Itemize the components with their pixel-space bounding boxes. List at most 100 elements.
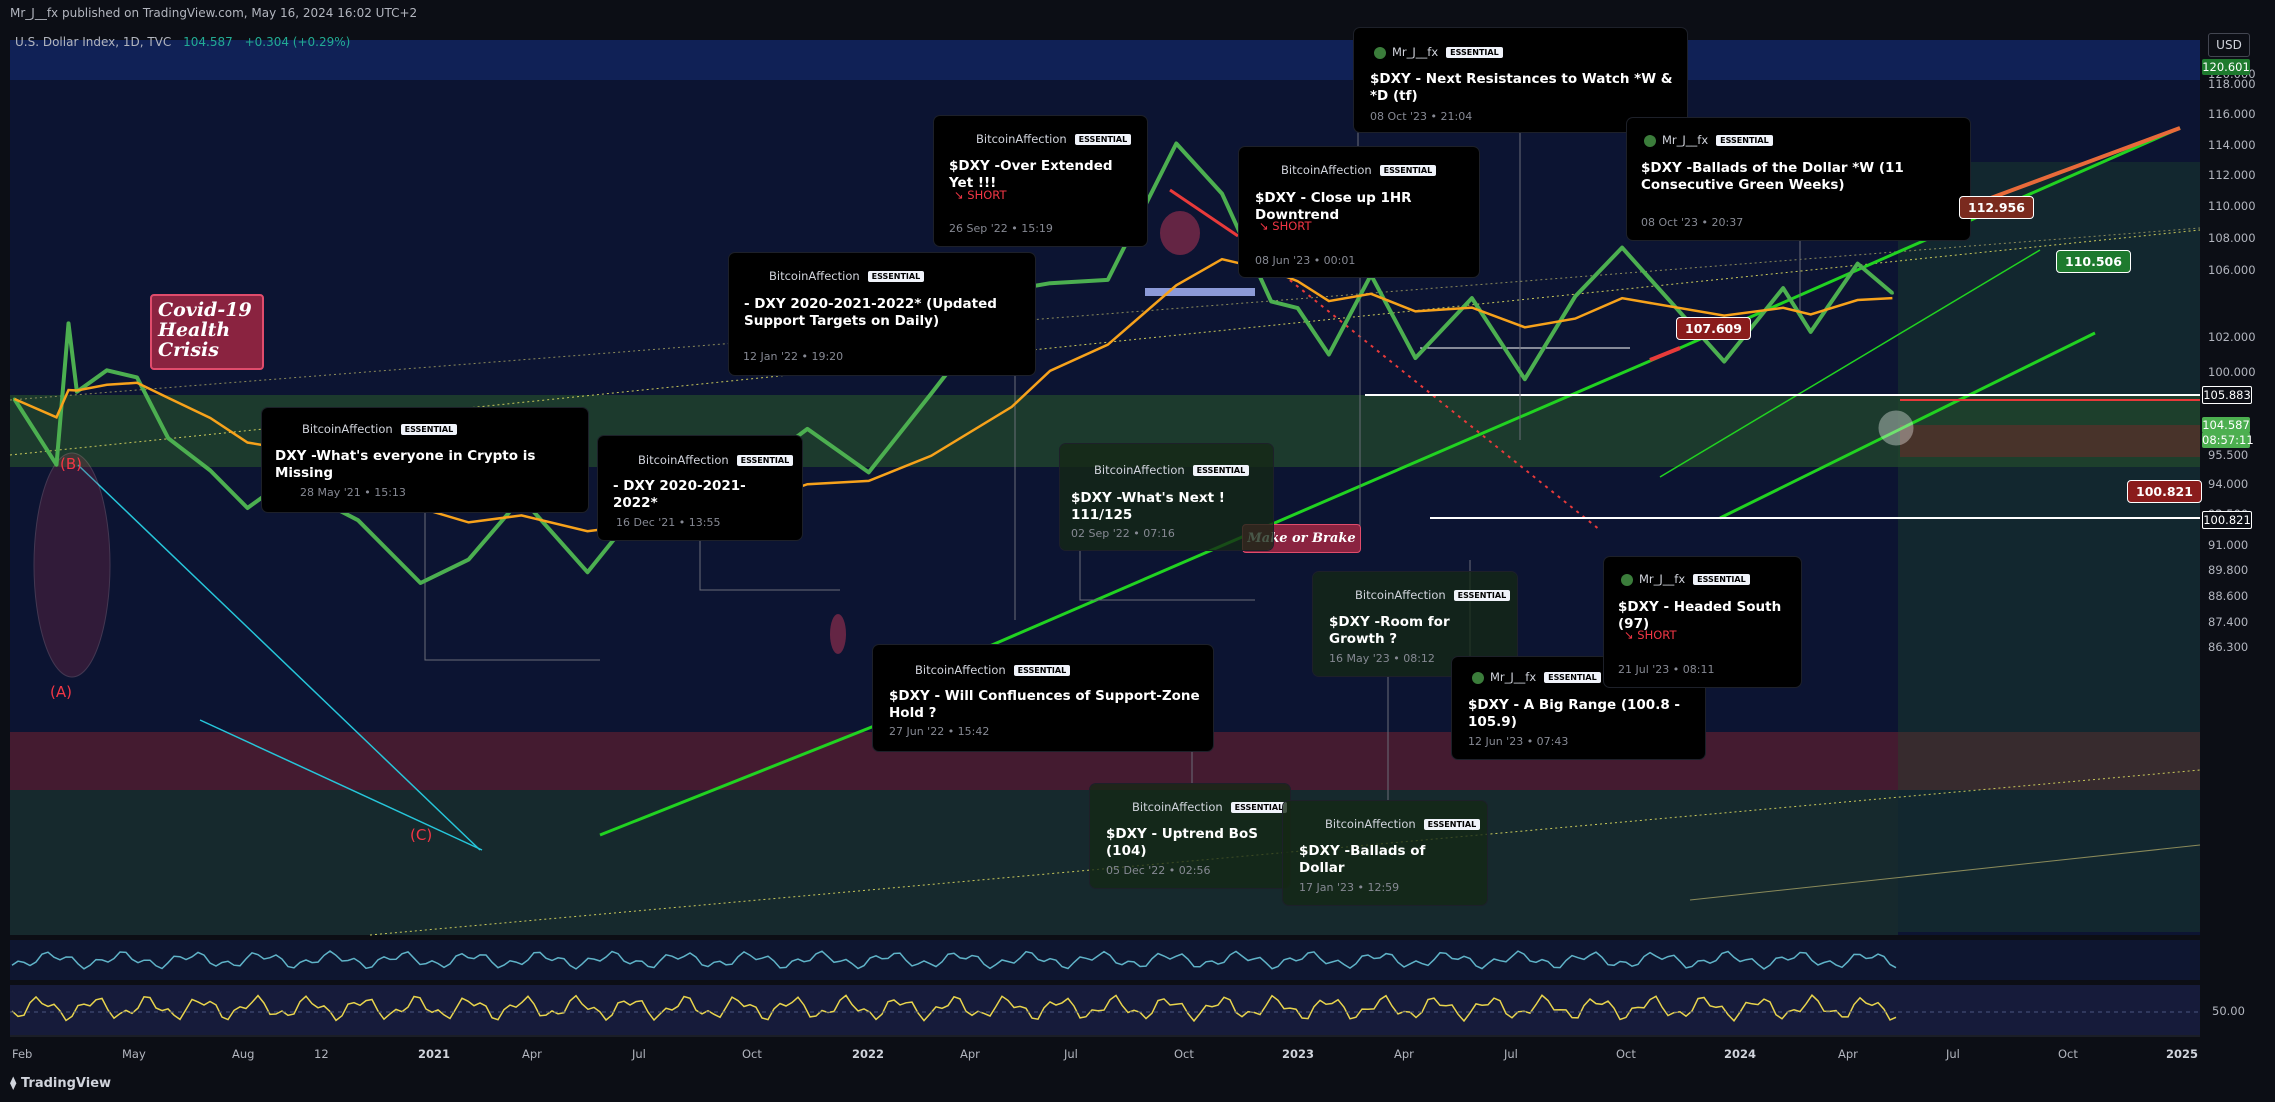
time-tick-label: Jul: [1504, 1047, 1518, 1061]
idea-card[interactable]: BitcoinAffection ESSENTIAL - DXY 2020-202…: [598, 436, 802, 540]
oscillator-line: [11, 950, 1897, 970]
idea-date: 16 Dec '21 • 13:55: [616, 516, 721, 529]
idea-date: 05 Dec '22 • 02:56: [1106, 864, 1211, 877]
time-tick-label: Apr: [522, 1047, 542, 1061]
price-point: [1413, 356, 1417, 360]
price-point: [1809, 330, 1813, 334]
current-circle: [1878, 410, 1914, 446]
tradingview-logo[interactable]: ⧫ TradingView: [10, 1076, 112, 1091]
falling-wedge-top: [77, 464, 481, 851]
dotted-channel-upper: [9, 227, 2201, 401]
uptrend-line-main: [984, 346, 1681, 650]
idea-card[interactable]: BitcoinAffection ESSENTIAL $DXY - Will Co…: [873, 645, 1213, 751]
idea-date: 08 Oct '23 • 21:04: [1370, 110, 1473, 123]
avatar: [1644, 134, 1656, 147]
price-point: [1722, 360, 1726, 363]
idea-title: $DXY - Headed South (97): [1618, 599, 1782, 632]
idea-connector: [424, 512, 600, 661]
time-tick-label: Oct: [1174, 1047, 1194, 1061]
price-tick-label: 91.000: [2208, 538, 2249, 552]
price-point: [1174, 142, 1178, 145]
price-tick-label: 89.800: [2208, 563, 2249, 577]
time-tick-label: 12: [314, 1047, 329, 1061]
time-tick-label: 2021: [418, 1047, 451, 1061]
lower-channel-line: [1689, 844, 2201, 901]
price-point: [867, 470, 871, 474]
level-label-105: 105.883: [2202, 386, 2252, 404]
price-point: [67, 321, 70, 325]
idea-card[interactable]: BitcoinAffection ESSENTIAL - DXY 2020-202…: [729, 253, 1035, 375]
price-point: [105, 368, 109, 372]
price-tag-100: 100.821: [2127, 480, 2202, 503]
price-point: [586, 570, 589, 574]
short-tag: ↘ SHORT: [1624, 628, 1677, 642]
wave-label-a: (A): [50, 683, 72, 701]
idea-date: 12 Jan '22 • 19:20: [743, 350, 844, 363]
price-point: [1470, 296, 1474, 300]
time-tick-label: 2022: [852, 1047, 885, 1061]
price-point: [805, 427, 809, 431]
idea-card[interactable]: BitcoinAffection ESSENTIAL $DXY -Room for…: [1313, 572, 1517, 676]
idea-title: $DXY - Close up 1HR Downtrend: [1255, 190, 1412, 223]
price-tick-label: 102.000: [2208, 330, 2256, 344]
idea-card[interactable]: BitcoinAffection ESSENTIAL DXY -What's ev…: [262, 408, 588, 512]
countdown-label: 08:57:11: [2202, 432, 2254, 448]
price-change: +0.304 (+0.29%): [244, 35, 351, 49]
idea-title: $DXY - Will Confluences of Support-Zone …: [889, 688, 1200, 721]
time-tick-label: Jul: [1946, 1047, 1960, 1061]
price-tick-label: 100.000: [2208, 365, 2256, 379]
price-tick-label: 116.000: [2208, 107, 2256, 121]
price-point: [1620, 246, 1624, 250]
idea-card[interactable]: BitcoinAffection ESSENTIAL $DXY - Close u…: [1239, 147, 1479, 277]
currency-button[interactable]: USD: [2208, 33, 2250, 57]
falling-wedge-bottom: [199, 719, 483, 851]
idea-card[interactable]: BitcoinAffection ESSENTIAL $DXY -Ballads …: [1283, 801, 1487, 905]
idea-date: 28 May '21 • 15:13: [300, 486, 406, 499]
price-point: [1573, 294, 1577, 298]
idea-date: 16 May '23 • 08:12: [1329, 652, 1435, 665]
price-point: [1296, 306, 1300, 310]
time-tick-label: 2025: [2166, 1047, 2199, 1061]
idea-date: 27 Jun '22 • 15:42: [889, 725, 990, 738]
idea-title: - DXY 2020-2021-2022*: [613, 478, 746, 511]
price-point: [55, 463, 58, 467]
price-point: [1890, 291, 1894, 295]
idea-title: $DXY - A Big Range (100.8 - 105.9): [1468, 697, 1681, 730]
price-tick-label: 95.500: [2208, 448, 2249, 462]
idea-title: $DXY -What's Next ! 111/125: [1071, 490, 1225, 523]
current-price-label: 104.587: [2202, 417, 2250, 433]
idea-date: 26 Sep '22 • 15:19: [949, 222, 1053, 235]
time-tick-label: Apr: [1838, 1047, 1858, 1061]
price-point: [1048, 281, 1052, 285]
price-tick-label: 110.000: [2208, 199, 2256, 213]
rsi-panel: [10, 985, 2200, 1035]
time-tick-label: 2024: [1724, 1047, 1757, 1061]
oscillator-level: 50.00: [2212, 1004, 2245, 1018]
idea-card[interactable]: Mr_J__fx ESSENTIAL $DXY -Ballads of the D…: [1627, 118, 1970, 240]
price-point: [1781, 286, 1785, 290]
time-tick-label: Oct: [742, 1047, 762, 1061]
idea-card[interactable]: BitcoinAffection ESSENTIAL $DXY - Uptrend…: [1090, 784, 1290, 888]
price-point: [246, 506, 249, 510]
price-tag-112: 112.956: [1959, 196, 2034, 219]
idea-title: DXY -What's everyone in Crypto is Missin…: [275, 448, 536, 481]
idea-card[interactable]: BitcoinAffection ESSENTIAL $DXY -What's N…: [1060, 444, 1273, 550]
idea-title: - DXY 2020-2021-2022* (Updated Support T…: [744, 296, 997, 329]
idea-title: $DXY - Next Resistances to Watch *W & *D…: [1370, 71, 1673, 104]
idea-date: 21 Jul '23 • 08:11: [1618, 663, 1715, 676]
idea-card[interactable]: Mr_J__fx ESSENTIAL $DXY - Next Resistance…: [1354, 28, 1687, 132]
projection-zone: [1898, 162, 2200, 932]
price-tick-label: 94.000: [2208, 477, 2249, 491]
channel-bottom-line: [1719, 331, 2096, 520]
idea-date: 12 Jun '23 • 07:43: [1468, 735, 1569, 748]
idea-title: $DXY - Uptrend BoS (104): [1106, 826, 1258, 859]
avatar: [1621, 573, 1633, 586]
idea-connector: [1079, 550, 1255, 601]
price-point: [467, 558, 471, 562]
symbol-name: U.S. Dollar Index, 1D, TVC: [15, 35, 172, 49]
level-label-100: 100.821: [2202, 511, 2252, 529]
idea-card[interactable]: Mr_J__fx ESSENTIAL $DXY - Headed South (9…: [1604, 557, 1801, 687]
idea-card[interactable]: BitcoinAffection ESSENTIAL $DXY -Over Ext…: [934, 116, 1147, 246]
short-tag: ↘ SHORT: [1259, 219, 1312, 233]
price-point: [929, 392, 933, 396]
